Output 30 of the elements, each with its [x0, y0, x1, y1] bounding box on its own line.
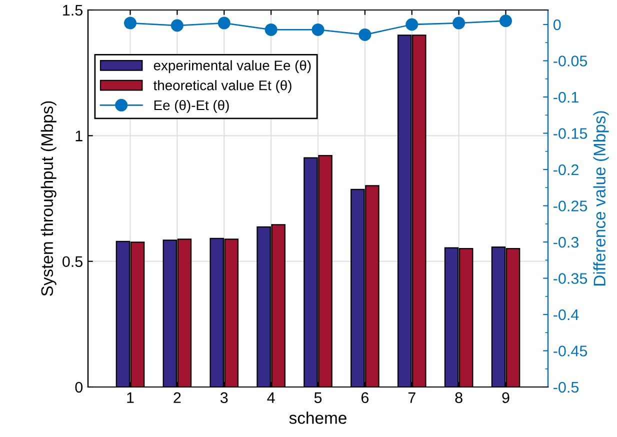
y2-tick-label: -0.4: [554, 309, 579, 320]
y2-tick-label: -0.15: [554, 128, 588, 139]
x-tick-label: 8: [455, 392, 462, 404]
y2-tick-label: -0.5: [554, 382, 579, 393]
x-tick-label: 6: [361, 392, 369, 404]
y2-tick-label: -0.05: [554, 56, 588, 66]
x-tick-label: 7: [408, 392, 416, 403]
x-tick-label: 2: [174, 392, 181, 403]
legend-label: experimental value Ee (θ): [154, 60, 311, 74]
legend-label: theoretical value Et (θ): [153, 80, 292, 94]
y2-tick-label: -0.3: [554, 236, 579, 248]
x-tick-label: 5: [314, 392, 322, 404]
y2-tick-label: -0.45: [554, 346, 588, 356]
y2-axis-title: Difference value (Mbps): [593, 111, 609, 286]
y-tick-label: 0.5: [62, 256, 82, 268]
y2-tick-label: -0.1: [554, 92, 578, 103]
y2-tick-label: -0.2: [554, 164, 578, 176]
x-axis-title: scheme: [289, 412, 346, 424]
y-tick-label: 0: [75, 382, 83, 393]
x-tick-label: 3: [220, 392, 228, 404]
x-tick-label: 9: [502, 392, 510, 404]
legend-label: Ee (θ)-Et (θ): [154, 100, 229, 113]
y2-tick-label: -0.25: [554, 200, 588, 212]
y-tick-label: 1.5: [63, 5, 82, 16]
y2-tick-label: -0.35: [554, 273, 588, 284]
x-tick-label: 1: [127, 392, 134, 403]
y-tick-label: 1: [76, 130, 82, 142]
y2-tick-label: 0: [553, 19, 561, 30]
x-tick-label: 4: [267, 392, 275, 403]
y-axis-title: System throughput (Mbps): [40, 101, 56, 296]
